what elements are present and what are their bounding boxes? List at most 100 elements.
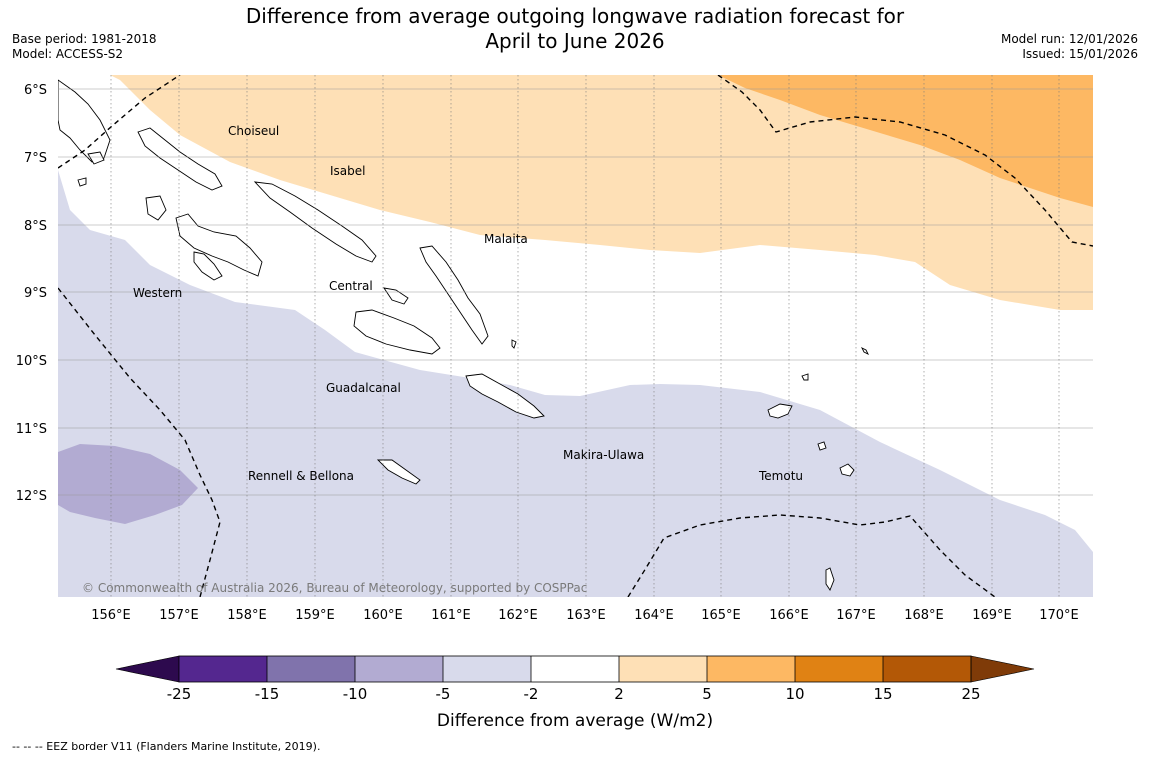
lat-label-11s: 11°S [16, 422, 47, 437]
island-guadalcanal [353, 309, 441, 355]
anomaly-region-5-10 [718, 75, 1093, 207]
title-line-1: Difference from average outgoing longwav… [245, 4, 905, 28]
eez-footnote: -- -- -- EEZ border V11 (Flanders Marine… [12, 740, 321, 753]
label-temotu: Temotu [758, 469, 803, 483]
label-central: Central [329, 279, 373, 293]
colorbar-tick-25: 25 [961, 685, 980, 703]
eez-borders [58, 75, 1093, 597]
anomaly-region-minus5-minus2 [58, 170, 1093, 597]
island-rennell [376, 459, 421, 485]
label-choiseul: Choiseul [228, 124, 279, 138]
colorbar-tick-minus2: -2 [524, 685, 539, 703]
model-name: Model: ACCESS-S2 [12, 47, 124, 61]
lat-label-12s: 12°S [16, 489, 47, 504]
meta-right: Model run: 12/01/2026 Issued: 15/01/2026 [1001, 32, 1138, 62]
island-treasury [77, 177, 87, 187]
lon-axis-labels: 156°E 157°E 158°E 159°E 160°E 161°E 162°… [91, 608, 1079, 623]
lat-label-6s: 6°S [24, 83, 47, 98]
colorbar: -25 -15 -10 -5 -2 2 5 10 15 25 Differenc… [115, 655, 1035, 731]
colorbar-dividers [266, 656, 884, 682]
island-santa-isabel [253, 181, 377, 263]
lon-label-165e: 165°E [701, 608, 741, 623]
island-vanikoro [839, 463, 855, 477]
lon-gridlines [110, 75, 1060, 597]
colorbar-segment-3 [355, 656, 443, 682]
island-choiseul [137, 127, 223, 191]
colorbar-segment-7 [707, 656, 795, 682]
lat-label-7s: 7°S [24, 151, 47, 166]
lat-axis-labels: 6°S 7°S 8°S 9°S 10°S 11°S 12°S [16, 83, 47, 504]
label-isabel: Isabel [330, 164, 365, 178]
lon-label-166e: 166°E [769, 608, 809, 623]
islands [58, 79, 870, 591]
map-plot-area: Choiseul Isabel Malaita Central Western … [58, 75, 1093, 597]
eez-border-south [627, 514, 996, 597]
title-line-2: April to June 2026 [485, 29, 665, 53]
anomaly-region-minus10-minus5 [58, 444, 198, 524]
lon-label-168e: 168°E [904, 608, 944, 623]
eez-border-west [58, 287, 221, 597]
lat-label-9s: 9°S [24, 286, 47, 301]
island-ugi [511, 339, 517, 349]
colorbar-tick-10: 10 [785, 685, 804, 703]
island-sikaiana [860, 346, 870, 356]
lon-label-156e: 156°E [91, 608, 131, 623]
lon-label-159e: 159°E [295, 608, 335, 623]
issued-date: Issued: 15/01/2026 [1022, 47, 1138, 61]
lon-label-167e: 167°E [836, 608, 876, 623]
colorbar-tick-2: 2 [614, 685, 624, 703]
island-malaita [419, 245, 489, 345]
label-rennell-bellona: Rennell & Bellona [248, 469, 354, 483]
island-makira [465, 373, 545, 419]
base-period: Base period: 1981-2018 [12, 32, 157, 46]
label-guadalcanal: Guadalcanal [326, 381, 401, 395]
colorbar-extend-high [970, 655, 1035, 683]
island-anuta [825, 567, 835, 591]
colorbar-segment-1 [179, 656, 267, 682]
model-run: Model run: 12/01/2026 [1000, 32, 1138, 46]
island-shortland [87, 151, 105, 165]
lon-label-169e: 169°E [972, 608, 1012, 623]
label-makira-ulawa: Makira-Ulawa [563, 448, 644, 462]
copyright-notice: © Commonwealth of Australia 2026, Bureau… [82, 581, 587, 595]
colorbar-segment-9 [883, 656, 971, 682]
chart-title: Difference from average outgoing longwav… [0, 4, 1150, 54]
region-labels: Choiseul Isabel Malaita Central Western … [133, 124, 803, 483]
island-nendo [767, 403, 793, 419]
meta-left: Base period: 1981-2018 Model: ACCESS-S2 [12, 32, 157, 62]
colorbar-tick-minus15: -15 [255, 685, 280, 703]
colorbar-tick-minus10: -10 [343, 685, 368, 703]
lon-label-158e: 158°E [227, 608, 267, 623]
lon-label-157e: 157°E [159, 608, 199, 623]
island-vella-lavella [145, 195, 167, 221]
anomaly-region-2-5 [110, 75, 1093, 310]
label-malaita: Malaita [484, 232, 528, 246]
lon-label-163e: 163°E [566, 608, 606, 623]
colorbar-tick-5: 5 [702, 685, 712, 703]
colorbar-tick-minus25: -25 [167, 685, 192, 703]
colorbar-segment-5 [531, 656, 619, 682]
colorbar-extend-low [115, 655, 180, 683]
colorbar-ticks: -25 -15 -10 -5 -2 2 5 10 15 25 [167, 685, 981, 703]
island-new-georgia [175, 213, 263, 277]
island-reef [801, 373, 809, 381]
colorbar-tick-15: 15 [873, 685, 892, 703]
eez-border-north [58, 75, 181, 169]
lat-gridlines [58, 88, 1093, 496]
island-tikopia [817, 441, 827, 451]
colorbar-tick-minus5: -5 [436, 685, 451, 703]
colorbar-segment-2 [267, 656, 355, 682]
colorbar-segment-8 [795, 656, 883, 682]
lat-label-8s: 8°S [24, 219, 47, 234]
colorbar-segment-6 [619, 656, 707, 682]
lat-label-10s: 10°S [16, 354, 47, 369]
colorbar-segment-4 [443, 656, 531, 682]
label-western: Western [133, 286, 182, 300]
colorbar-title: Difference from average (W/m2) [437, 711, 713, 731]
lon-label-164e: 164°E [634, 608, 674, 623]
lon-label-161e: 161°E [431, 608, 471, 623]
graticule [58, 75, 1093, 597]
lon-label-160e: 160°E [363, 608, 403, 623]
lon-label-170e: 170°E [1039, 608, 1079, 623]
